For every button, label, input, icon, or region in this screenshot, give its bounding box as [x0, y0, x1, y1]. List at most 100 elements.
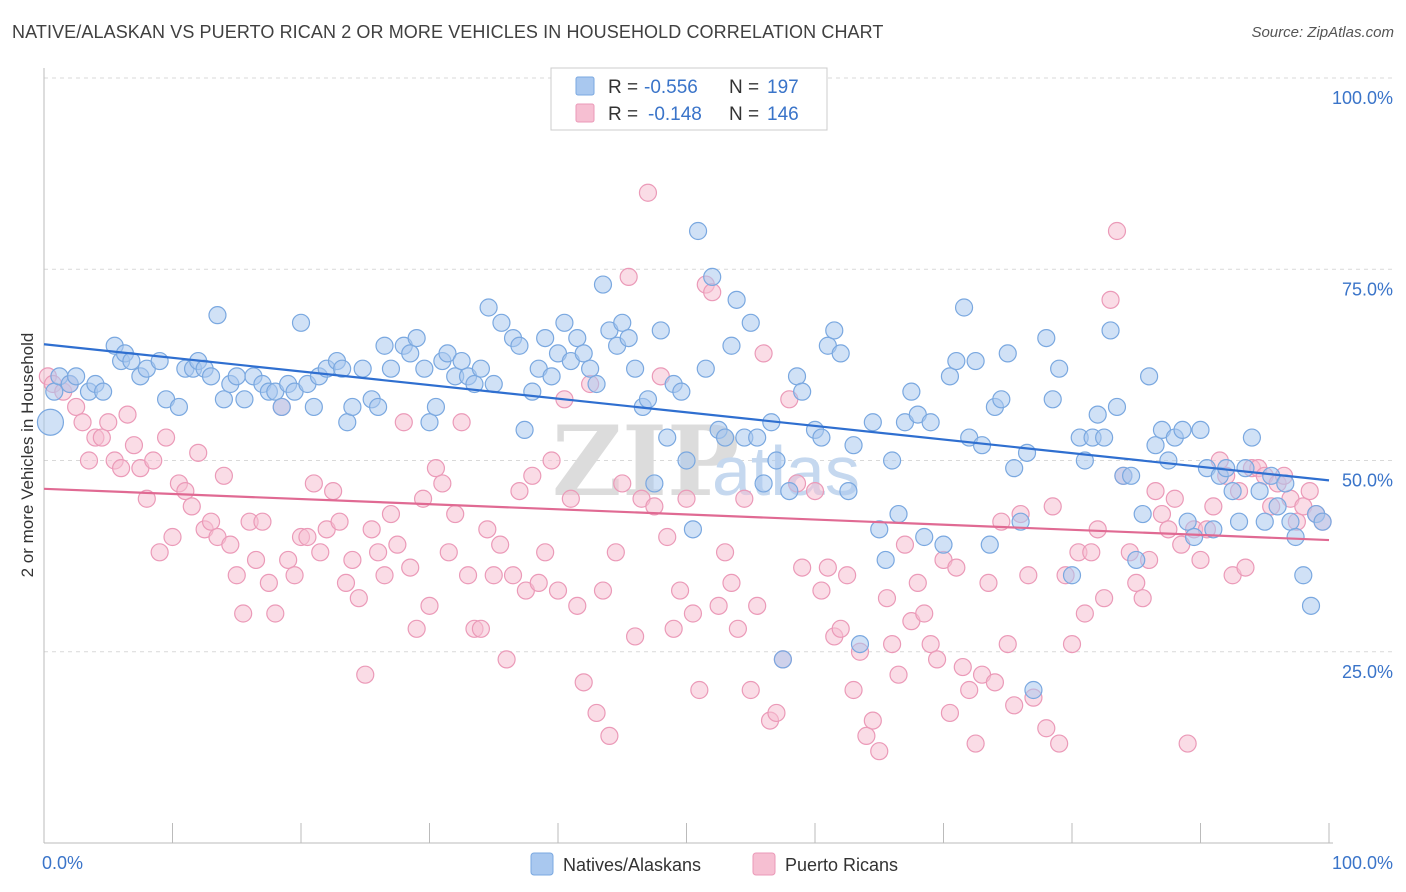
legend-r-value-2: -0.148 [648, 104, 702, 125]
point-natives-alaskans-139 [1005, 459, 1024, 478]
point-puerto-ricans-155 [1050, 734, 1069, 753]
point-puerto-ricans-8 [92, 428, 111, 447]
point-puerto-ricans-123 [838, 566, 857, 585]
point-puerto-ricans-68 [478, 520, 497, 539]
point-puerto-ricans-98 [670, 581, 690, 600]
point-natives-alaskans-106 [773, 650, 792, 669]
point-natives-alaskans-23 [214, 390, 233, 409]
point-natives-alaskans-72 [555, 313, 574, 332]
point-puerto-ricans-145 [979, 573, 998, 593]
point-natives-alaskans-135 [980, 535, 999, 554]
point-puerto-ricans-29 [227, 566, 246, 585]
point-puerto-ricans-120 [818, 558, 837, 577]
point-natives-alaskans-97 [715, 428, 735, 447]
axes [43, 68, 1333, 844]
point-natives-alaskans-171 [1223, 482, 1242, 501]
point-puerto-ricans-99 [677, 489, 696, 508]
point-natives-alaskans-70 [542, 367, 561, 386]
point-puerto-ricans-72 [503, 566, 523, 585]
point-natives-alaskans-69 [536, 329, 555, 348]
point-natives-alaskans-46 [375, 336, 394, 355]
point-natives-alaskans-178 [1268, 497, 1287, 516]
point-puerto-ricans-70 [491, 535, 510, 554]
point-natives-alaskans-118 [863, 413, 882, 432]
point-natives-alaskans-55 [438, 344, 457, 363]
point-puerto-ricans-11 [111, 459, 131, 478]
point-natives-alaskans-146 [1062, 566, 1082, 585]
point-natives-alaskans-121 [882, 451, 902, 470]
point-natives-alaskans-143 [1037, 329, 1056, 348]
point-puerto-ricans-126 [857, 726, 876, 746]
point-puerto-ricans-160 [1082, 543, 1101, 562]
series-puerto-ricans [38, 183, 1332, 761]
point-puerto-ricans-163 [1101, 290, 1120, 309]
point-puerto-ricans-107 [728, 619, 748, 638]
source-credit: Source: ZipAtlas.com [1251, 24, 1394, 41]
point-puerto-ricans-82 [568, 596, 587, 615]
point-puerto-ricans-37 [279, 550, 298, 570]
point-natives-alaskans-42 [343, 397, 362, 417]
point-puerto-ricans-5 [73, 413, 92, 432]
point-natives-alaskans-57 [452, 351, 471, 371]
trendline-natives-alaskans [43, 343, 1330, 482]
point-natives-alaskans-65 [510, 336, 529, 355]
point-puerto-ricans-128 [870, 742, 889, 761]
point-natives-alaskans-53 [426, 397, 446, 417]
point-puerto-ricans-162 [1095, 589, 1114, 608]
point-puerto-ricans-142 [960, 680, 979, 700]
point-natives-alaskans-161 [1159, 451, 1178, 470]
point-puerto-ricans-45 [330, 512, 349, 531]
point-puerto-ricans-135 [915, 604, 934, 623]
legend-swatch-pink [575, 103, 595, 123]
point-natives-alaskans-176 [1255, 512, 1274, 531]
point-puerto-ricans-65 [458, 566, 478, 585]
point-puerto-ricans-141 [953, 657, 972, 677]
point-natives-alaskans-153 [1107, 397, 1127, 417]
point-natives-alaskans-172 [1229, 512, 1249, 531]
point-natives-alaskans-151 [1095, 428, 1114, 447]
point-puerto-ricans-89 [613, 474, 632, 493]
point-natives-alaskans-174 [1242, 428, 1262, 447]
point-puerto-ricans-61 [433, 474, 452, 493]
bottom-legend-swatch-blue [530, 852, 554, 876]
point-puerto-ricans-157 [1062, 634, 1082, 654]
legend-swatch-blue [575, 76, 595, 96]
point-natives-alaskans-88 [658, 428, 677, 447]
point-natives-alaskans-145 [1050, 359, 1069, 378]
point-puerto-ricans-170 [1146, 482, 1165, 501]
point-puerto-ricans-139 [940, 703, 960, 723]
point-natives-alaskans-158 [1139, 367, 1159, 386]
point-puerto-ricans-159 [1075, 604, 1094, 623]
point-natives-alaskans-92 [683, 520, 703, 539]
point-puerto-ricans-41 [304, 474, 323, 493]
point-puerto-ricans-140 [947, 558, 966, 577]
point-puerto-ricans-42 [311, 543, 330, 562]
point-puerto-ricans-127 [863, 711, 882, 730]
point-puerto-ricans-78 [542, 451, 561, 470]
legend-n-value-2: 146 [767, 104, 799, 125]
point-natives-alaskans-152 [1101, 321, 1120, 340]
legend-box [550, 67, 828, 131]
point-puerto-ricans-184 [1236, 558, 1255, 577]
point-puerto-ricans-148 [998, 634, 1017, 654]
point-puerto-ricans-113 [767, 703, 786, 723]
point-puerto-ricans-79 [548, 581, 568, 600]
point-natives-alaskans-173 [1236, 459, 1255, 478]
y-tick-label-50: 50.0% [1342, 471, 1393, 491]
point-natives-alaskans-179 [1276, 474, 1295, 493]
point-natives-alaskans-163 [1173, 420, 1192, 439]
point-puerto-ricans-97 [664, 619, 683, 638]
x-ticks [172, 823, 1330, 843]
point-natives-alaskans-142 [1024, 680, 1043, 700]
point-natives-alaskans-127 [921, 413, 940, 432]
point-puerto-ricans-171 [1152, 504, 1172, 524]
point-puerto-ricans-88 [606, 543, 625, 562]
point-puerto-ricans-143 [966, 734, 985, 753]
point-puerto-ricans-87 [600, 726, 619, 746]
point-natives-alaskans-185 [1313, 512, 1332, 531]
point-natives-alaskans-140 [1011, 512, 1030, 531]
point-puerto-ricans-94 [645, 497, 664, 516]
point-puerto-ricans-90 [619, 267, 638, 286]
point-natives-alaskans-165 [1184, 527, 1204, 547]
point-natives-alaskans-105 [767, 451, 786, 470]
